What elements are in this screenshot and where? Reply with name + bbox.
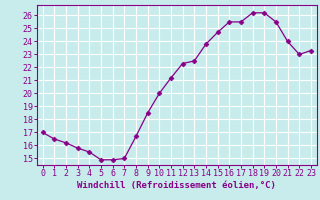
X-axis label: Windchill (Refroidissement éolien,°C): Windchill (Refroidissement éolien,°C) [77, 181, 276, 190]
